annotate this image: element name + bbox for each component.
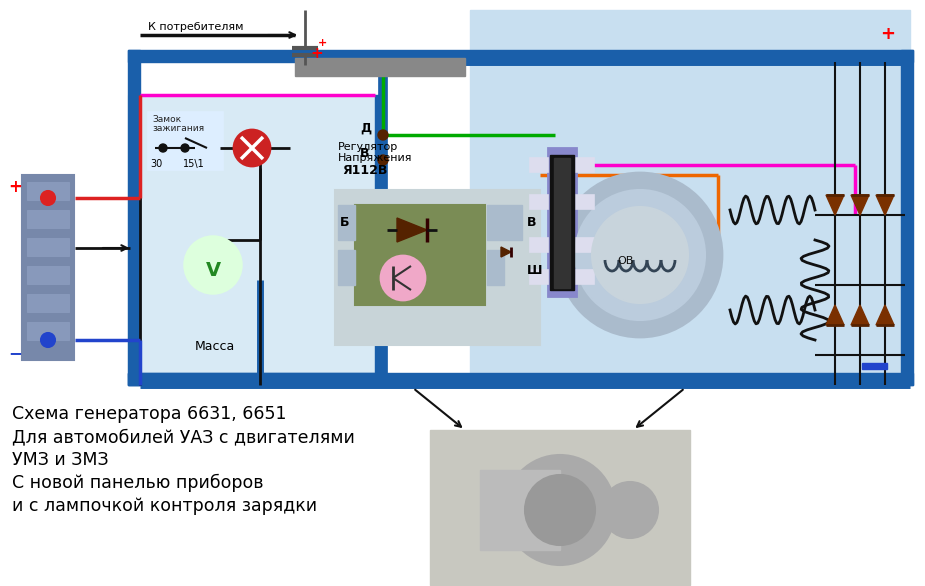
Bar bbox=[128, 50, 913, 62]
Bar bbox=[128, 373, 913, 385]
Text: Д: Д bbox=[360, 122, 371, 135]
Polygon shape bbox=[501, 247, 511, 257]
Text: Замок: Замок bbox=[152, 115, 181, 124]
Circle shape bbox=[159, 144, 167, 152]
Bar bbox=[901, 50, 913, 385]
Bar bbox=[862, 363, 887, 369]
Text: 30: 30 bbox=[150, 159, 162, 169]
Circle shape bbox=[602, 482, 658, 538]
Bar bbox=[22, 175, 74, 360]
Text: Б: Б bbox=[340, 216, 350, 229]
Text: В: В bbox=[360, 147, 369, 160]
Circle shape bbox=[575, 190, 705, 320]
Text: 15\1: 15\1 bbox=[183, 159, 204, 169]
Bar bbox=[530, 270, 548, 284]
Bar bbox=[128, 95, 375, 377]
Text: −: − bbox=[8, 344, 22, 362]
Bar bbox=[480, 470, 560, 550]
Text: Для автомобилей УАЗ с двигателями: Для автомобилей УАЗ с двигателями bbox=[12, 428, 355, 446]
Polygon shape bbox=[397, 218, 427, 242]
Circle shape bbox=[234, 130, 270, 166]
Bar bbox=[576, 270, 594, 284]
Text: Напряжения: Напряжения bbox=[338, 153, 413, 163]
Bar bbox=[550, 155, 574, 290]
Text: Схема генератора 6631, 6651: Схема генератора 6631, 6651 bbox=[12, 405, 287, 423]
Bar bbox=[128, 50, 140, 385]
Text: Масса: Масса bbox=[195, 340, 235, 353]
Text: Я112В: Я112В bbox=[342, 164, 388, 177]
Circle shape bbox=[592, 207, 688, 303]
Bar bbox=[530, 195, 548, 209]
Polygon shape bbox=[876, 195, 894, 215]
Bar bbox=[530, 158, 548, 172]
Bar bbox=[430, 430, 690, 585]
Bar bbox=[27, 322, 69, 340]
Text: С новой панелью приборов: С новой панелью приборов bbox=[12, 474, 264, 492]
Circle shape bbox=[525, 475, 595, 545]
Text: +: + bbox=[8, 178, 22, 196]
Text: Ш: Ш bbox=[527, 264, 542, 277]
Text: и с лампочкой контроля зарядки: и с лампочкой контроля зарядки bbox=[12, 497, 317, 515]
Bar bbox=[530, 238, 548, 252]
Polygon shape bbox=[826, 305, 844, 325]
Text: УМЗ и ЗМЗ: УМЗ и ЗМЗ bbox=[12, 451, 108, 469]
Circle shape bbox=[378, 130, 388, 140]
Bar bbox=[576, 195, 594, 209]
Text: V: V bbox=[205, 261, 220, 281]
Text: К потребителям: К потребителям bbox=[148, 22, 243, 32]
Bar bbox=[148, 112, 223, 170]
Bar bbox=[487, 205, 522, 240]
Bar bbox=[128, 373, 383, 385]
Bar bbox=[27, 238, 69, 256]
Circle shape bbox=[185, 237, 241, 293]
Bar bbox=[487, 250, 504, 285]
Bar bbox=[576, 238, 594, 252]
Text: Регулятор: Регулятор bbox=[338, 142, 399, 152]
Circle shape bbox=[381, 256, 425, 300]
Bar bbox=[470, 10, 910, 375]
Text: ОВ: ОВ bbox=[618, 256, 635, 266]
Circle shape bbox=[41, 191, 55, 205]
Polygon shape bbox=[876, 305, 894, 325]
Bar bbox=[27, 182, 69, 200]
Text: В: В bbox=[527, 216, 536, 229]
Bar bbox=[27, 266, 69, 284]
Bar bbox=[576, 158, 594, 172]
Bar bbox=[335, 190, 540, 345]
Bar bbox=[375, 95, 383, 385]
Circle shape bbox=[558, 173, 722, 337]
Bar bbox=[27, 210, 69, 228]
Bar bbox=[554, 158, 570, 288]
Polygon shape bbox=[826, 195, 844, 215]
Text: зажигания: зажигания bbox=[152, 124, 204, 133]
Polygon shape bbox=[851, 195, 869, 215]
Bar bbox=[295, 58, 465, 76]
Bar bbox=[338, 250, 355, 285]
Bar bbox=[548, 148, 576, 296]
Circle shape bbox=[378, 155, 388, 165]
Bar bbox=[27, 294, 69, 312]
Circle shape bbox=[505, 455, 615, 565]
Circle shape bbox=[181, 144, 189, 152]
Text: +: + bbox=[310, 46, 323, 61]
Text: +: + bbox=[318, 38, 327, 48]
Polygon shape bbox=[851, 305, 869, 325]
Bar bbox=[355, 205, 485, 305]
Bar bbox=[338, 205, 355, 240]
Circle shape bbox=[41, 333, 55, 347]
Text: +: + bbox=[880, 25, 895, 43]
